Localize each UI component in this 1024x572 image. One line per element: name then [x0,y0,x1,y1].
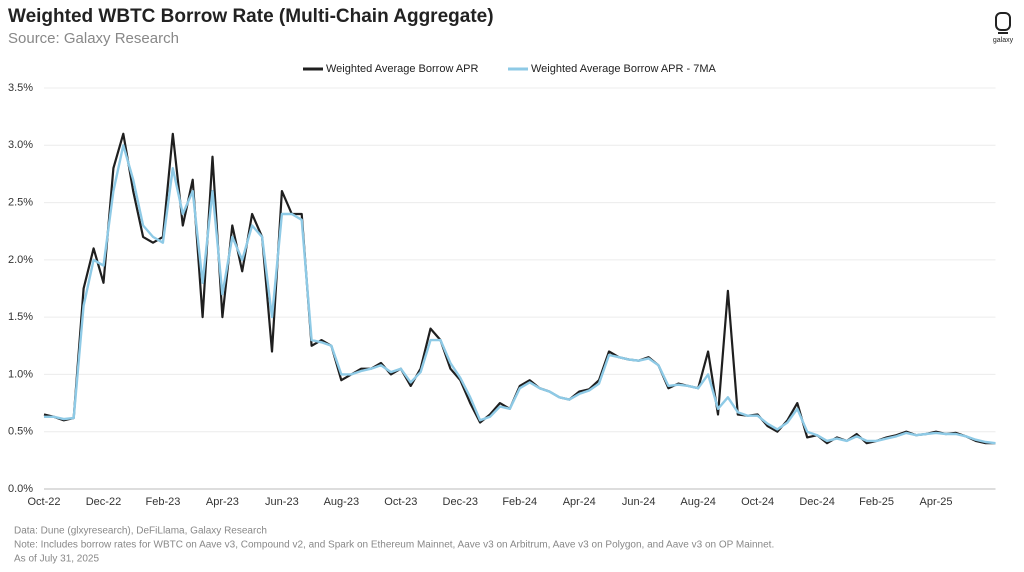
x-tick-label: Jun-23 [265,496,299,508]
x-tick-label: Apr-25 [920,496,953,508]
y-tick-label: 1.5% [8,311,33,323]
y-tick-label: 3.5% [8,82,33,94]
x-tick-label: Feb-23 [146,496,181,508]
data-line [43,132,996,445]
chart-title: Weighted WBTC Borrow Rate (Multi-Chain A… [8,6,494,27]
x-tick-label: Feb-25 [859,496,894,508]
x-tick-label: Oct-22 [27,496,60,508]
footnote: Data: Dune (glxyresearch), DeFiLlama, Ga… [14,526,267,537]
x-tick-label: Apr-23 [206,496,239,508]
logo-icon [995,12,1011,31]
x-tick-label: Dec-22 [86,496,121,508]
data-line [44,144,996,445]
x-tick-label: Feb-24 [502,496,537,508]
chart-subtitle: Source: Galaxy Research [8,30,179,47]
y-tick-label: 3.0% [8,139,33,151]
legend-label: Weighted Average Borrow APR - 7MA [531,63,717,75]
x-tick-label: Apr-24 [563,496,596,508]
footnote: Note: Includes borrow rates for WBTC on … [14,540,774,551]
x-tick-label: Dec-23 [443,496,478,508]
x-tick-label: Jun-24 [622,496,656,508]
x-tick-label: Aug-23 [324,496,359,508]
y-tick-label: 2.5% [8,196,33,208]
x-tick-label: Aug-24 [680,496,715,508]
x-tick-label: Oct-23 [384,496,417,508]
y-tick-label: 0.5% [8,426,33,438]
y-tick-label: 2.0% [8,254,33,266]
logo-text: galaxy [993,37,1014,44]
x-tick-label: Dec-24 [799,496,834,508]
legend-label: Weighted Average Borrow APR [326,63,479,75]
y-tick-label: 0.0% [8,483,33,495]
x-tick-label: Oct-24 [741,496,774,508]
y-tick-label: 1.0% [8,368,33,380]
footnote: As of July 31, 2025 [14,554,99,565]
